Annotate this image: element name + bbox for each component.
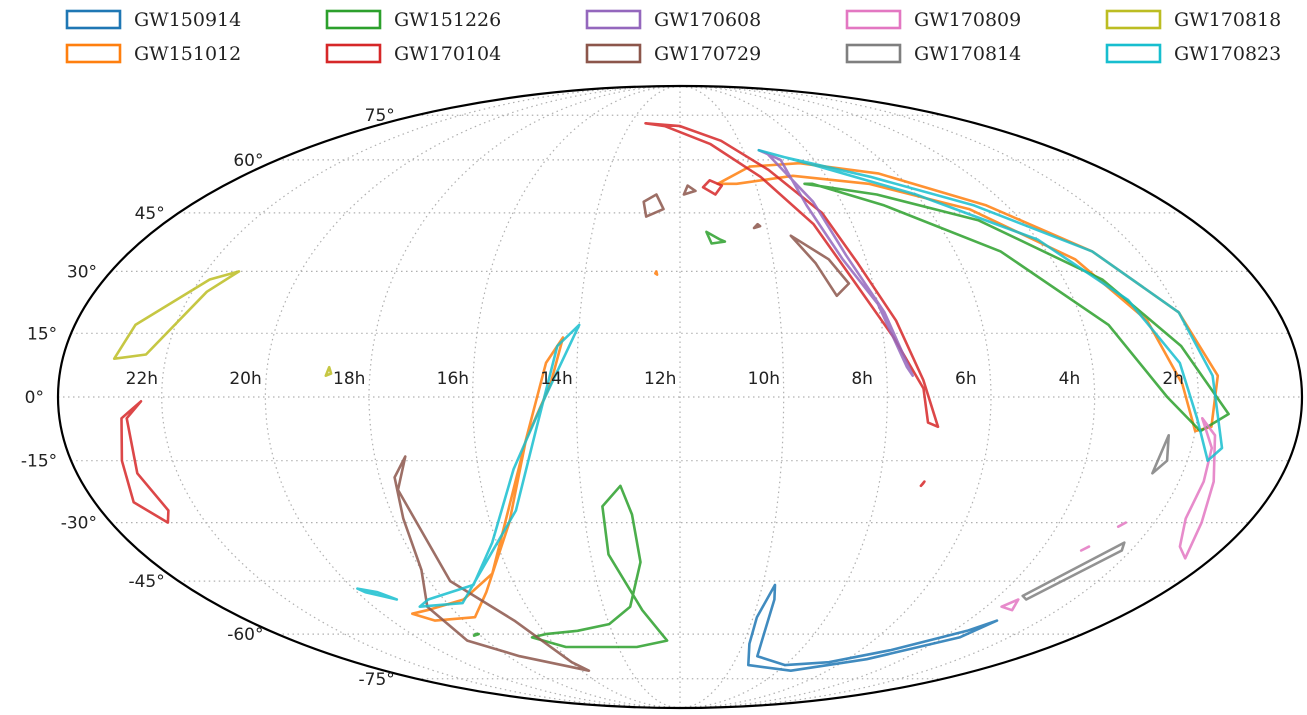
legend-swatch: [1105, 43, 1162, 64]
coordinate-grid: [58, 85, 1302, 709]
legend-label: GW170814: [914, 43, 1021, 65]
contour-gw151012: [411, 161, 1220, 622]
legend-label: GW151226: [394, 9, 501, 31]
contour-region: [747, 583, 999, 672]
ra-tick-label: 18h: [333, 369, 365, 389]
ra-tick-label: 12h: [644, 369, 676, 389]
contour-gw170823: [356, 148, 1224, 608]
legend-item: GW151226: [325, 9, 501, 31]
legend-item: GW170608: [585, 9, 761, 31]
contour-gw170608: [757, 148, 914, 377]
contour-region: [789, 234, 851, 298]
dec-tick-label: -75°: [359, 670, 395, 690]
contour-region: [757, 148, 1224, 462]
legend: GW150914 GW151012 GW151226 GW170104 GW170608…: [65, 9, 1281, 65]
legend-item: GW170104: [325, 43, 501, 65]
legend-label: GW170823: [1174, 43, 1281, 65]
dec-tick-label: 75°: [365, 106, 395, 126]
contour-region: [752, 222, 762, 230]
ra-tick-label: 20h: [229, 369, 261, 389]
dec-tick-label: -45°: [128, 572, 164, 592]
legend-label: GW150914: [134, 9, 241, 31]
ra-tick-label: 16h: [437, 369, 469, 389]
dec-tick-label: 15°: [27, 324, 57, 344]
contour-region: [356, 587, 399, 601]
legend-item: GW170823: [1105, 43, 1281, 65]
ra-tick-label: 22h: [126, 369, 158, 389]
legend-label: GW170809: [914, 9, 1021, 31]
contour-region: [705, 230, 727, 245]
contour-region: [644, 122, 940, 429]
legend-item: GW151012: [65, 43, 241, 65]
dec-tick-label: -15°: [21, 452, 57, 472]
contour-region: [324, 365, 333, 377]
dec-tick-label: 45°: [135, 204, 165, 224]
dec-tick-label: 60°: [233, 151, 263, 171]
contour-region: [1151, 434, 1170, 475]
contour-region: [654, 270, 659, 276]
ra-tick-label: 14h: [540, 369, 572, 389]
dec-tick-label: 0°: [25, 388, 44, 408]
contour-region: [1116, 521, 1127, 528]
contour-gw170729: [393, 184, 851, 672]
legend-swatch: [65, 9, 122, 30]
contour-region: [530, 484, 669, 649]
ra-gridline-8h: [679, 85, 888, 709]
legend-item: GW170814: [845, 43, 1021, 65]
legend-label: GW151012: [134, 43, 241, 65]
contour-region: [393, 455, 591, 672]
ra-gridline-16h: [472, 85, 681, 709]
contour-gw150914: [747, 583, 999, 672]
contour-region: [120, 400, 170, 524]
contour-region: [1021, 541, 1126, 601]
contour-region: [418, 323, 581, 608]
legend-item: GW170729: [585, 43, 761, 65]
contour-region: [701, 179, 724, 196]
legend-swatch: [325, 9, 382, 30]
legend-item: GW170818: [1105, 9, 1281, 31]
dec-tick-label: -30°: [61, 514, 97, 534]
contour-gw170809: [1000, 417, 1217, 612]
contour-region: [1178, 417, 1217, 560]
contour-gw170814: [1021, 434, 1170, 601]
ra-tick-label: 8h: [851, 369, 873, 389]
dec-tick-labels: -75° -60° -45° -30° -15° 0° 15° 30° 45° 60° 75°: [21, 106, 395, 690]
contour-region: [757, 148, 914, 377]
contour-region: [472, 632, 480, 637]
legend-label: GW170608: [654, 9, 761, 31]
legend-swatch: [845, 9, 902, 30]
contour-region: [642, 193, 665, 218]
legend-item: GW170809: [845, 9, 1021, 31]
contour-region: [411, 336, 565, 622]
contour-gw170104: [120, 122, 940, 524]
ra-tick-labels: 22h 20h 18h 16h 14h 12h 10h 8h 6h 4h 2h: [126, 369, 1184, 389]
legend-swatch: [585, 9, 642, 30]
legend-label: GW170729: [654, 43, 761, 65]
dec-tick-label: 30°: [67, 262, 97, 282]
legend-item: GW150914: [65, 9, 241, 31]
sky-boundary: [56, 84, 1304, 710]
legend-label: GW170104: [394, 43, 501, 65]
legend-swatch: [585, 43, 642, 64]
ra-tick-label: 4h: [1059, 369, 1081, 389]
legend-swatch: [65, 43, 122, 64]
contour-region: [1000, 598, 1020, 612]
legend-swatch: [325, 43, 382, 64]
dec-tick-label: -60°: [227, 625, 263, 645]
localization-contours: [112, 122, 1230, 672]
ra-tick-label: 2h: [1162, 369, 1184, 389]
legend-swatch: [1105, 9, 1162, 30]
contour-region: [112, 270, 241, 360]
legend-label: GW170818: [1174, 9, 1281, 31]
contour-region: [919, 480, 926, 488]
ra-tick-label: 10h: [748, 369, 780, 389]
legend-swatch: [845, 43, 902, 64]
contour-region: [1079, 545, 1091, 552]
contour-gw170818: [112, 270, 333, 377]
ra-tick-label: 6h: [955, 369, 977, 389]
contour-region: [682, 184, 697, 196]
